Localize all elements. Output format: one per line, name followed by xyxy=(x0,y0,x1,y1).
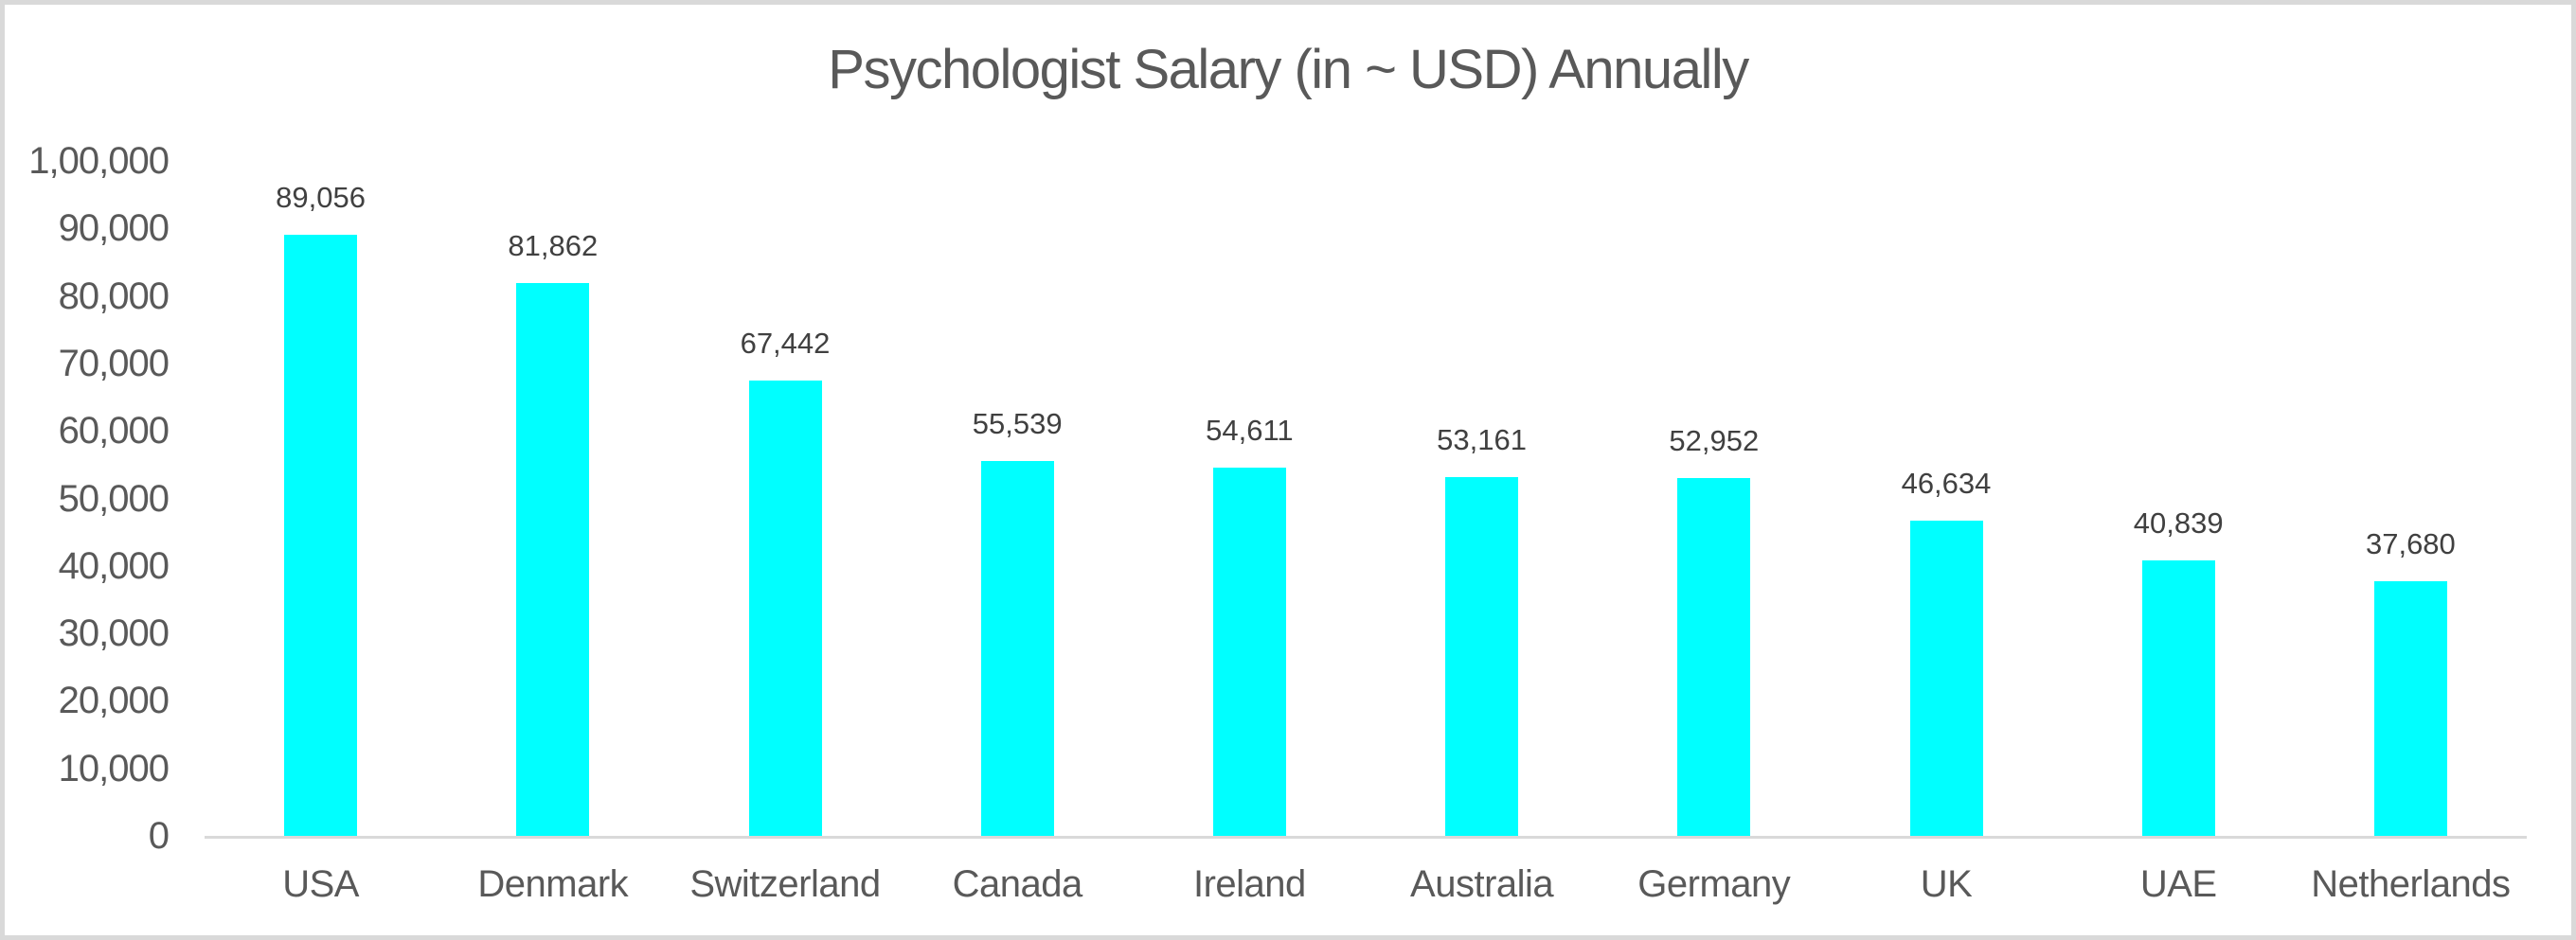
category-label-canada: Canada xyxy=(952,863,1083,905)
data-label-uk: 46,634 xyxy=(1901,467,1992,500)
data-label-usa: 89,056 xyxy=(276,181,366,214)
data-label-australia: 53,161 xyxy=(1437,423,1527,456)
data-label-germany: 52,952 xyxy=(1669,424,1760,457)
x-axis-line xyxy=(205,836,2527,839)
category-label-switzerland: Switzerland xyxy=(689,863,881,905)
y-tick-label: 60,000 xyxy=(58,410,170,452)
category-label-usa: USA xyxy=(282,863,359,905)
bar-canada xyxy=(980,461,1054,836)
y-tick-label: 40,000 xyxy=(58,544,170,587)
chart-title: Psychologist Salary (in ~ USD) Annually xyxy=(828,39,1749,100)
data-label-canada: 55,539 xyxy=(972,407,1063,440)
category-label-uae: UAE xyxy=(2139,863,2217,905)
category-label-ireland: Ireland xyxy=(1192,863,1306,905)
bar-netherlands xyxy=(2373,581,2447,836)
bar-denmark xyxy=(516,283,590,836)
category-label-netherlands: Netherlands xyxy=(2311,863,2511,905)
bar-uae xyxy=(2141,560,2215,836)
category-label-australia: Australia xyxy=(1410,863,1554,905)
y-tick-label: 30,000 xyxy=(58,612,170,655)
y-tick-label: 70,000 xyxy=(58,342,170,384)
bar-switzerland xyxy=(748,381,822,836)
category-label-germany: Germany xyxy=(1637,863,1791,905)
y-tick-label: 20,000 xyxy=(58,680,170,722)
y-tick-label: 1,00,000 xyxy=(28,140,170,182)
bar-usa xyxy=(284,235,358,836)
y-tick-label: 0 xyxy=(148,815,170,857)
data-label-ireland: 54,611 xyxy=(1206,414,1294,447)
bar-germany xyxy=(1677,478,1751,836)
data-label-netherlands: 37,680 xyxy=(2365,527,2456,560)
y-tick-label: 50,000 xyxy=(58,477,170,520)
data-label-uae: 40,839 xyxy=(2133,506,2224,540)
category-label-denmark: Denmark xyxy=(477,863,629,905)
data-label-switzerland: 67,442 xyxy=(740,327,831,360)
y-tick-label: 10,000 xyxy=(58,747,170,789)
category-label-uk: UK xyxy=(1920,863,1973,905)
data-label-denmark: 81,862 xyxy=(508,229,599,262)
bar-uk xyxy=(1909,521,1983,836)
bar-ireland xyxy=(1212,468,1286,836)
bar-australia xyxy=(1445,477,1519,836)
y-tick-label: 80,000 xyxy=(58,275,170,317)
y-tick-label: 90,000 xyxy=(58,207,170,250)
